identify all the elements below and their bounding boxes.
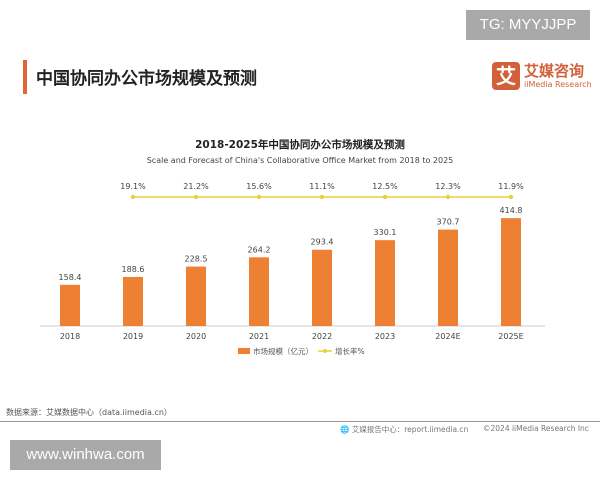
x-tick-label: 2022	[312, 332, 332, 341]
x-tick-label: 2019	[123, 332, 143, 341]
chart: 158.4 2018 188.6 2019 228.5 2020 264.2 2021 293.…	[40, 182, 545, 356]
footer-report: 🌐 艾媒报告中心：report.iimedia.cn	[340, 424, 468, 435]
chart-title: 2018-2025年中国协同办公市场规模及预测	[195, 139, 405, 151]
bar-label: 228.5	[185, 255, 208, 264]
legend-bar-swatch	[238, 348, 250, 354]
bar	[249, 257, 269, 326]
footer-copyright: ©2024 iiMedia Research Inc	[483, 424, 589, 433]
bar	[312, 249, 332, 326]
x-tick-label: 2018	[60, 332, 80, 341]
divider	[0, 421, 600, 422]
growth-point	[256, 194, 262, 200]
bar	[375, 240, 395, 326]
bar-label: 158.4	[59, 273, 82, 282]
x-tick-label: 2023	[375, 332, 395, 341]
chart-subtitle: Scale and Forecast of China's Collaborat…	[146, 156, 454, 165]
growth-point	[508, 194, 514, 200]
logo-mark: 艾	[492, 62, 520, 90]
growth-label: 19.1%	[120, 182, 146, 191]
growth-label: 11.1%	[309, 182, 335, 191]
bar-label: 293.4	[311, 238, 334, 247]
growth-label: 15.6%	[246, 182, 272, 191]
bar-label: 330.1	[374, 228, 397, 237]
bar	[123, 276, 143, 326]
growth-label: 21.2%	[183, 182, 209, 191]
bar	[60, 284, 80, 326]
logo-name-en: iiMedia Research	[524, 80, 592, 89]
watermark-top: TG: MYYJJPP	[466, 10, 590, 40]
footer-report-text: 艾媒报告中心：report.iimedia.cn	[351, 425, 469, 434]
growth-label: 11.9%	[498, 182, 524, 191]
growth-point	[382, 194, 388, 200]
legend-bar-label: 市场规模（亿元）	[253, 346, 313, 356]
x-tick-label: 2025E	[498, 332, 523, 341]
bar-label: 188.6	[122, 265, 145, 274]
bar-label: 370.7	[437, 218, 460, 227]
title-accent-bar	[23, 60, 27, 94]
growth-label: 12.3%	[435, 182, 461, 191]
logo-name-cn: 艾媒咨询	[524, 62, 585, 80]
growth-point	[319, 194, 325, 200]
growth-point	[130, 194, 136, 200]
globe-icon: 🌐	[340, 425, 350, 434]
page-title: 中国协同办公市场规模及预测	[36, 69, 257, 89]
bar	[186, 266, 206, 326]
watermark-bottom: www.winhwa.com	[10, 440, 161, 470]
bar-label: 264.2	[248, 245, 271, 254]
data-source: 数据来源：艾媒数据中心（data.iimedia.cn）	[6, 408, 172, 417]
x-tick-label: 2024E	[435, 332, 460, 341]
x-tick-label: 2021	[249, 332, 269, 341]
legend-line-label: 增长率%	[335, 346, 365, 356]
x-tick-label: 2020	[186, 332, 206, 341]
legend-line-marker	[323, 349, 327, 353]
growth-point	[445, 194, 451, 200]
bar	[438, 229, 458, 326]
bar	[501, 218, 521, 326]
bar-label: 414.8	[500, 206, 523, 215]
growth-label: 12.5%	[372, 182, 398, 191]
growth-point	[193, 194, 199, 200]
